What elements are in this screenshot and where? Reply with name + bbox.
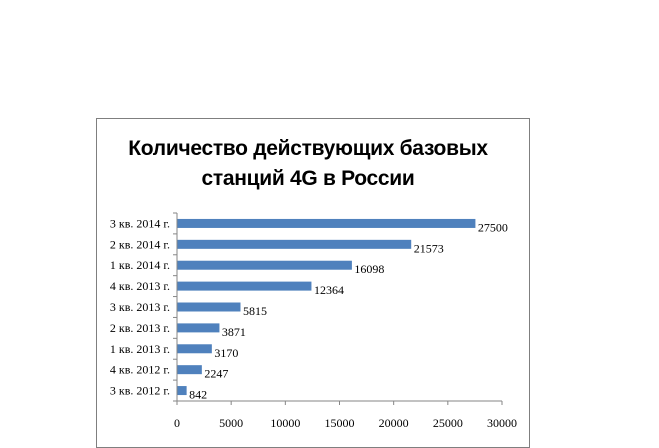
data-label: 842 xyxy=(189,388,207,402)
x-tick-label: 0 xyxy=(174,416,180,430)
chart-title-line-2: станций 4G в России xyxy=(201,167,415,190)
data-label: 16098 xyxy=(354,262,384,276)
data-label: 27500 xyxy=(478,220,508,234)
bar xyxy=(177,344,212,354)
category-label: 4 кв. 2012 г. xyxy=(110,363,170,377)
bar xyxy=(177,386,187,396)
data-label: 2247 xyxy=(204,367,228,381)
chart-title: Количество действующих базовых станций 4… xyxy=(96,134,520,194)
x-tick-label: 5000 xyxy=(219,416,243,430)
x-tick-label: 10000 xyxy=(270,416,300,430)
bar xyxy=(177,260,352,270)
data-label: 5815 xyxy=(243,304,267,318)
data-label: 3170 xyxy=(214,346,238,360)
category-label: 2 кв. 2014 г. xyxy=(110,237,170,251)
chart-frame xyxy=(96,118,530,448)
bar xyxy=(177,281,312,291)
x-tick-label: 20000 xyxy=(379,416,409,430)
data-label: 12364 xyxy=(314,283,344,297)
category-label: 3 кв. 2014 г. xyxy=(110,216,170,230)
category-label: 1 кв. 2014 г. xyxy=(110,258,170,272)
x-tick-label: 25000 xyxy=(433,416,463,430)
x-tick-label: 30000 xyxy=(487,416,517,430)
bar xyxy=(177,323,220,333)
category-label: 3 кв. 2012 г. xyxy=(110,384,170,398)
data-label: 21573 xyxy=(414,241,444,255)
bar-chart: 0 5000 10000 15000 20000 25000 30000 3 кв. 2014… xyxy=(110,212,517,430)
x-tick-label: 15000 xyxy=(325,416,355,430)
bar xyxy=(177,302,241,312)
chart-title-line-1: Количество действующих базовых xyxy=(128,137,488,160)
bar xyxy=(177,239,412,249)
category-label: 1 кв. 2013 г. xyxy=(110,342,170,356)
category-label: 3 кв. 2013 г. xyxy=(110,300,170,314)
bar xyxy=(177,218,476,228)
category-label: 2 кв. 2013 г. xyxy=(110,321,170,335)
bar xyxy=(177,365,202,375)
data-label: 3871 xyxy=(222,325,246,339)
category-label: 4 кв. 2013 г. xyxy=(110,279,170,293)
